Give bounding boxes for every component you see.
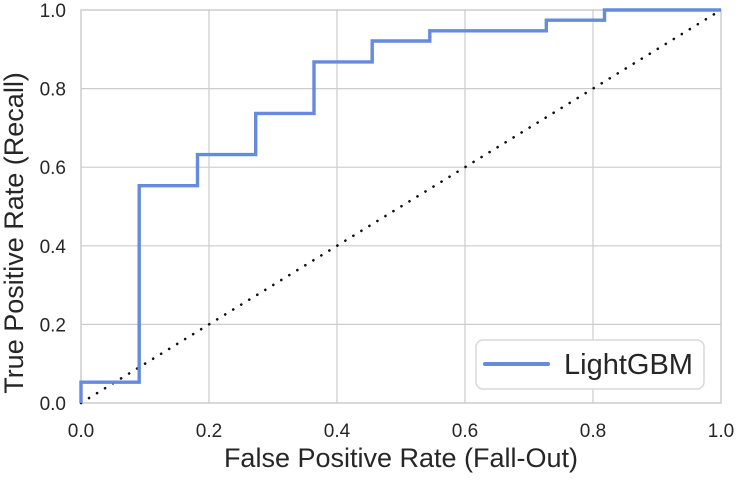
legend: LightGBM xyxy=(475,339,705,390)
y-tick-label: 0.2 xyxy=(40,315,66,336)
y-tick-label: 0.6 xyxy=(40,158,66,179)
x-tick-label: 0.4 xyxy=(324,421,351,442)
x-tick-label: 1.0 xyxy=(708,421,734,442)
y-tick-label: 1.0 xyxy=(40,1,66,22)
series-line-chance-diagonal xyxy=(79,8,723,405)
x-tick-label: 0.8 xyxy=(580,421,606,442)
y-tick-label: 0.4 xyxy=(40,237,67,258)
x-tick-label: 0.0 xyxy=(68,421,94,442)
x-tick-label: 0.2 xyxy=(196,421,222,442)
y-tick-labels: 0.0 0.2 0.4 0.6 0.8 1.0 xyxy=(40,1,67,415)
series-lines xyxy=(79,8,723,405)
gridlines xyxy=(81,10,721,403)
legend-label: LightGBM xyxy=(564,349,693,381)
x-tick-labels: 0.0 0.2 0.4 0.6 0.8 1.0 xyxy=(68,421,734,442)
plot-border xyxy=(80,9,722,404)
series-line-lightgbm xyxy=(79,8,721,403)
y-tick-label: 0.0 xyxy=(40,394,66,415)
legend-box xyxy=(475,339,705,390)
y-tick-label: 0.8 xyxy=(40,80,66,101)
x-tick-label: 0.6 xyxy=(452,421,478,442)
x-axis-label: False Positive Rate (Fall-Out) xyxy=(224,443,578,473)
y-axis-label: True Positive Rate (Recall) xyxy=(0,72,29,394)
